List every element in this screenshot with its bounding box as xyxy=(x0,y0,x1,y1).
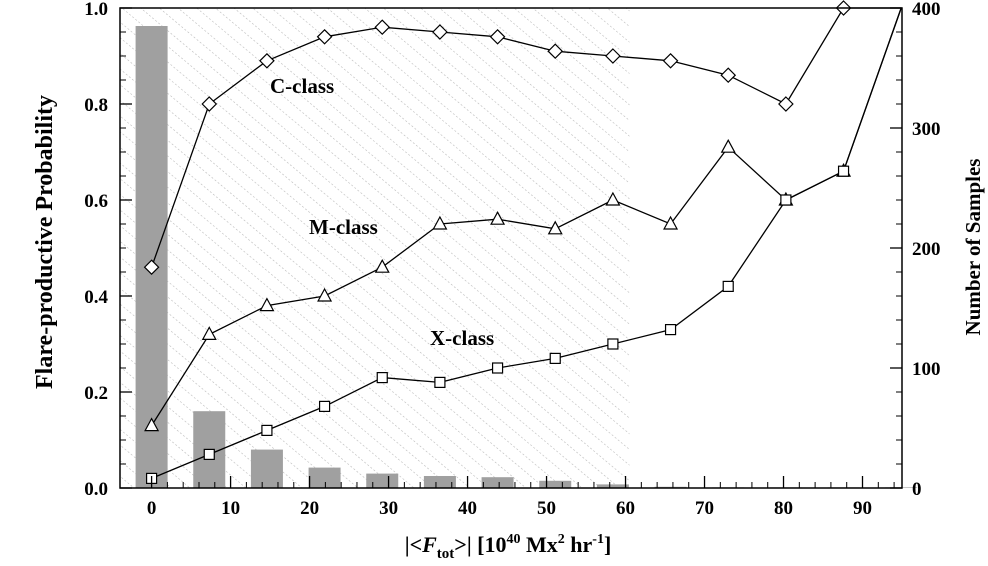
x-tick-label: 50 xyxy=(537,498,556,519)
x-tick-label: 0 xyxy=(147,498,157,519)
data-point xyxy=(837,165,850,177)
data-point xyxy=(317,287,333,302)
bar xyxy=(539,480,572,488)
y-axis-title: Flare-productive Probability xyxy=(32,95,58,389)
x-tick-label: 40 xyxy=(458,498,477,519)
data-point xyxy=(201,326,217,340)
x-class-label: X-class xyxy=(430,326,494,350)
bar xyxy=(481,477,514,488)
x-tick-label: 20 xyxy=(300,498,319,519)
y2-tick-label: 100 xyxy=(912,359,941,380)
data-point xyxy=(318,400,331,412)
data-point xyxy=(143,259,160,276)
bar xyxy=(423,476,456,488)
series-line xyxy=(151,7,902,480)
y-tick-label: 0.6 xyxy=(84,191,108,212)
data-point xyxy=(778,96,794,112)
y2-axis-title: Number of Samples xyxy=(961,159,985,336)
data-point xyxy=(662,52,679,69)
data-point xyxy=(489,28,506,45)
data-point xyxy=(607,338,619,350)
data-point xyxy=(434,376,446,388)
data-point xyxy=(605,191,621,206)
bar xyxy=(596,484,629,488)
data-point xyxy=(780,194,792,206)
y-tick-label: 0.0 xyxy=(84,479,108,500)
x-axis-title-exp3: -1 xyxy=(592,532,604,547)
y2-tick-label: 300 xyxy=(912,119,941,140)
data-point xyxy=(259,297,275,312)
bar xyxy=(135,26,168,488)
y-tick-label: 0.4 xyxy=(84,287,108,308)
series-line xyxy=(151,7,902,426)
y-tick-label: 1.0 xyxy=(84,0,108,20)
x-tick-label: 30 xyxy=(379,498,398,519)
y2-tick-label: 200 xyxy=(912,239,941,260)
data-point xyxy=(720,138,736,153)
x-tick-label: 60 xyxy=(616,498,635,519)
data-point xyxy=(549,352,561,364)
data-point xyxy=(547,220,563,235)
data-point xyxy=(491,362,504,374)
axis-ticks: 0 10 20 30 40 50 60 70 80 90 0.0 0.2 0.4 0.6 0.8 1.0 0 10… xyxy=(84,0,940,519)
x-axis-title: |<Ftot>| [1040 Mx2 hr-1] xyxy=(405,532,612,562)
x-axis-title-mid: Mx xyxy=(521,532,558,557)
data-point xyxy=(316,28,333,45)
bar xyxy=(250,449,283,488)
y2-tick-label: 400 xyxy=(912,0,941,20)
shaded-region xyxy=(120,8,630,488)
data-point xyxy=(144,417,160,432)
data-point xyxy=(376,372,388,384)
data-point xyxy=(547,43,564,60)
bar xyxy=(366,473,399,488)
data-point xyxy=(203,448,215,460)
data-point xyxy=(490,210,506,225)
x-axis-title-exp2: 2 xyxy=(558,532,565,547)
data-point xyxy=(605,48,621,64)
data-point xyxy=(663,215,679,230)
x-tick-label: 70 xyxy=(695,498,714,519)
series-line xyxy=(150,7,902,268)
probability-lines xyxy=(143,0,902,484)
x-tick-label: 80 xyxy=(774,498,793,519)
data-point xyxy=(201,96,218,112)
bar xyxy=(308,467,341,488)
y-tick-label: 0.8 xyxy=(84,95,108,116)
x-axis-title-end: ] xyxy=(604,532,611,557)
x-tick-label: 10 xyxy=(221,498,240,519)
data-point xyxy=(374,19,391,36)
data-point xyxy=(664,324,677,336)
data-point xyxy=(722,280,734,292)
x-axis-title-mid2: hr xyxy=(565,532,593,557)
x-tick-label: 90 xyxy=(853,498,872,519)
data-point xyxy=(720,67,737,84)
x-axis-title-var: F xyxy=(421,532,437,557)
x-axis-title-suffix: >| [10 xyxy=(454,532,506,557)
y2-tick-label: 0 xyxy=(912,479,922,500)
data-point xyxy=(432,215,448,230)
data-point xyxy=(374,258,390,273)
data-point xyxy=(259,52,275,69)
data-point xyxy=(261,424,273,436)
m-class-label: M-class xyxy=(309,215,378,239)
x-axis-title-exp1: 40 xyxy=(507,532,521,547)
y-tick-label: 0.2 xyxy=(84,383,108,404)
x-axis-title-sub: tot xyxy=(437,546,455,562)
c-class-label: C-class xyxy=(270,74,334,98)
sample-count-bars xyxy=(135,26,918,488)
x-axis-title-prefix: |< xyxy=(405,532,422,557)
data-point xyxy=(432,24,448,40)
